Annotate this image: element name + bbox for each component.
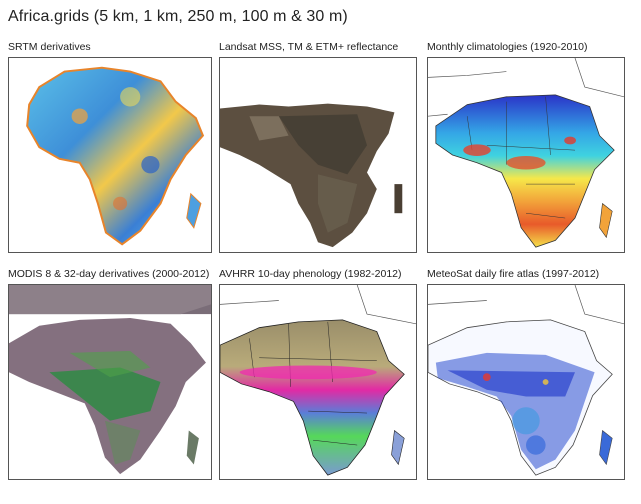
panel-caption: Monthly climatologies (1920-2010) xyxy=(427,41,588,53)
srtm-africa-map xyxy=(26,66,205,246)
map-frame xyxy=(219,284,417,480)
africa-continent-shape xyxy=(220,319,405,476)
map-frame xyxy=(219,57,417,253)
landsat-africa-map xyxy=(220,103,403,248)
meteosat-africa-map xyxy=(428,285,624,479)
modis-africa-map xyxy=(9,285,211,475)
page-title: Africa.grids (5 km, 1 km, 250 m, 100 m &… xyxy=(8,8,348,25)
africa-continent-shape xyxy=(27,67,203,245)
africa-continent-shape xyxy=(435,94,615,248)
panel-caption: MODIS 8 & 32-day derivatives (2000-2012) xyxy=(8,268,210,280)
panel-caption: MeteoSat daily fire atlas (1997-2012) xyxy=(427,268,600,280)
map-frame xyxy=(8,57,212,253)
map-frame xyxy=(8,284,212,480)
panel-caption: Landsat MSS, TM & ETM+ reflectance xyxy=(219,41,399,53)
map-frame xyxy=(427,284,625,480)
panel-caption: AVHRR 10-day phenology (1982-2012) xyxy=(219,268,402,280)
climatology-africa-map xyxy=(428,58,624,252)
map-frame xyxy=(427,57,625,253)
avhrr-africa-map xyxy=(220,285,416,479)
panel-caption: SRTM derivatives xyxy=(8,41,91,53)
